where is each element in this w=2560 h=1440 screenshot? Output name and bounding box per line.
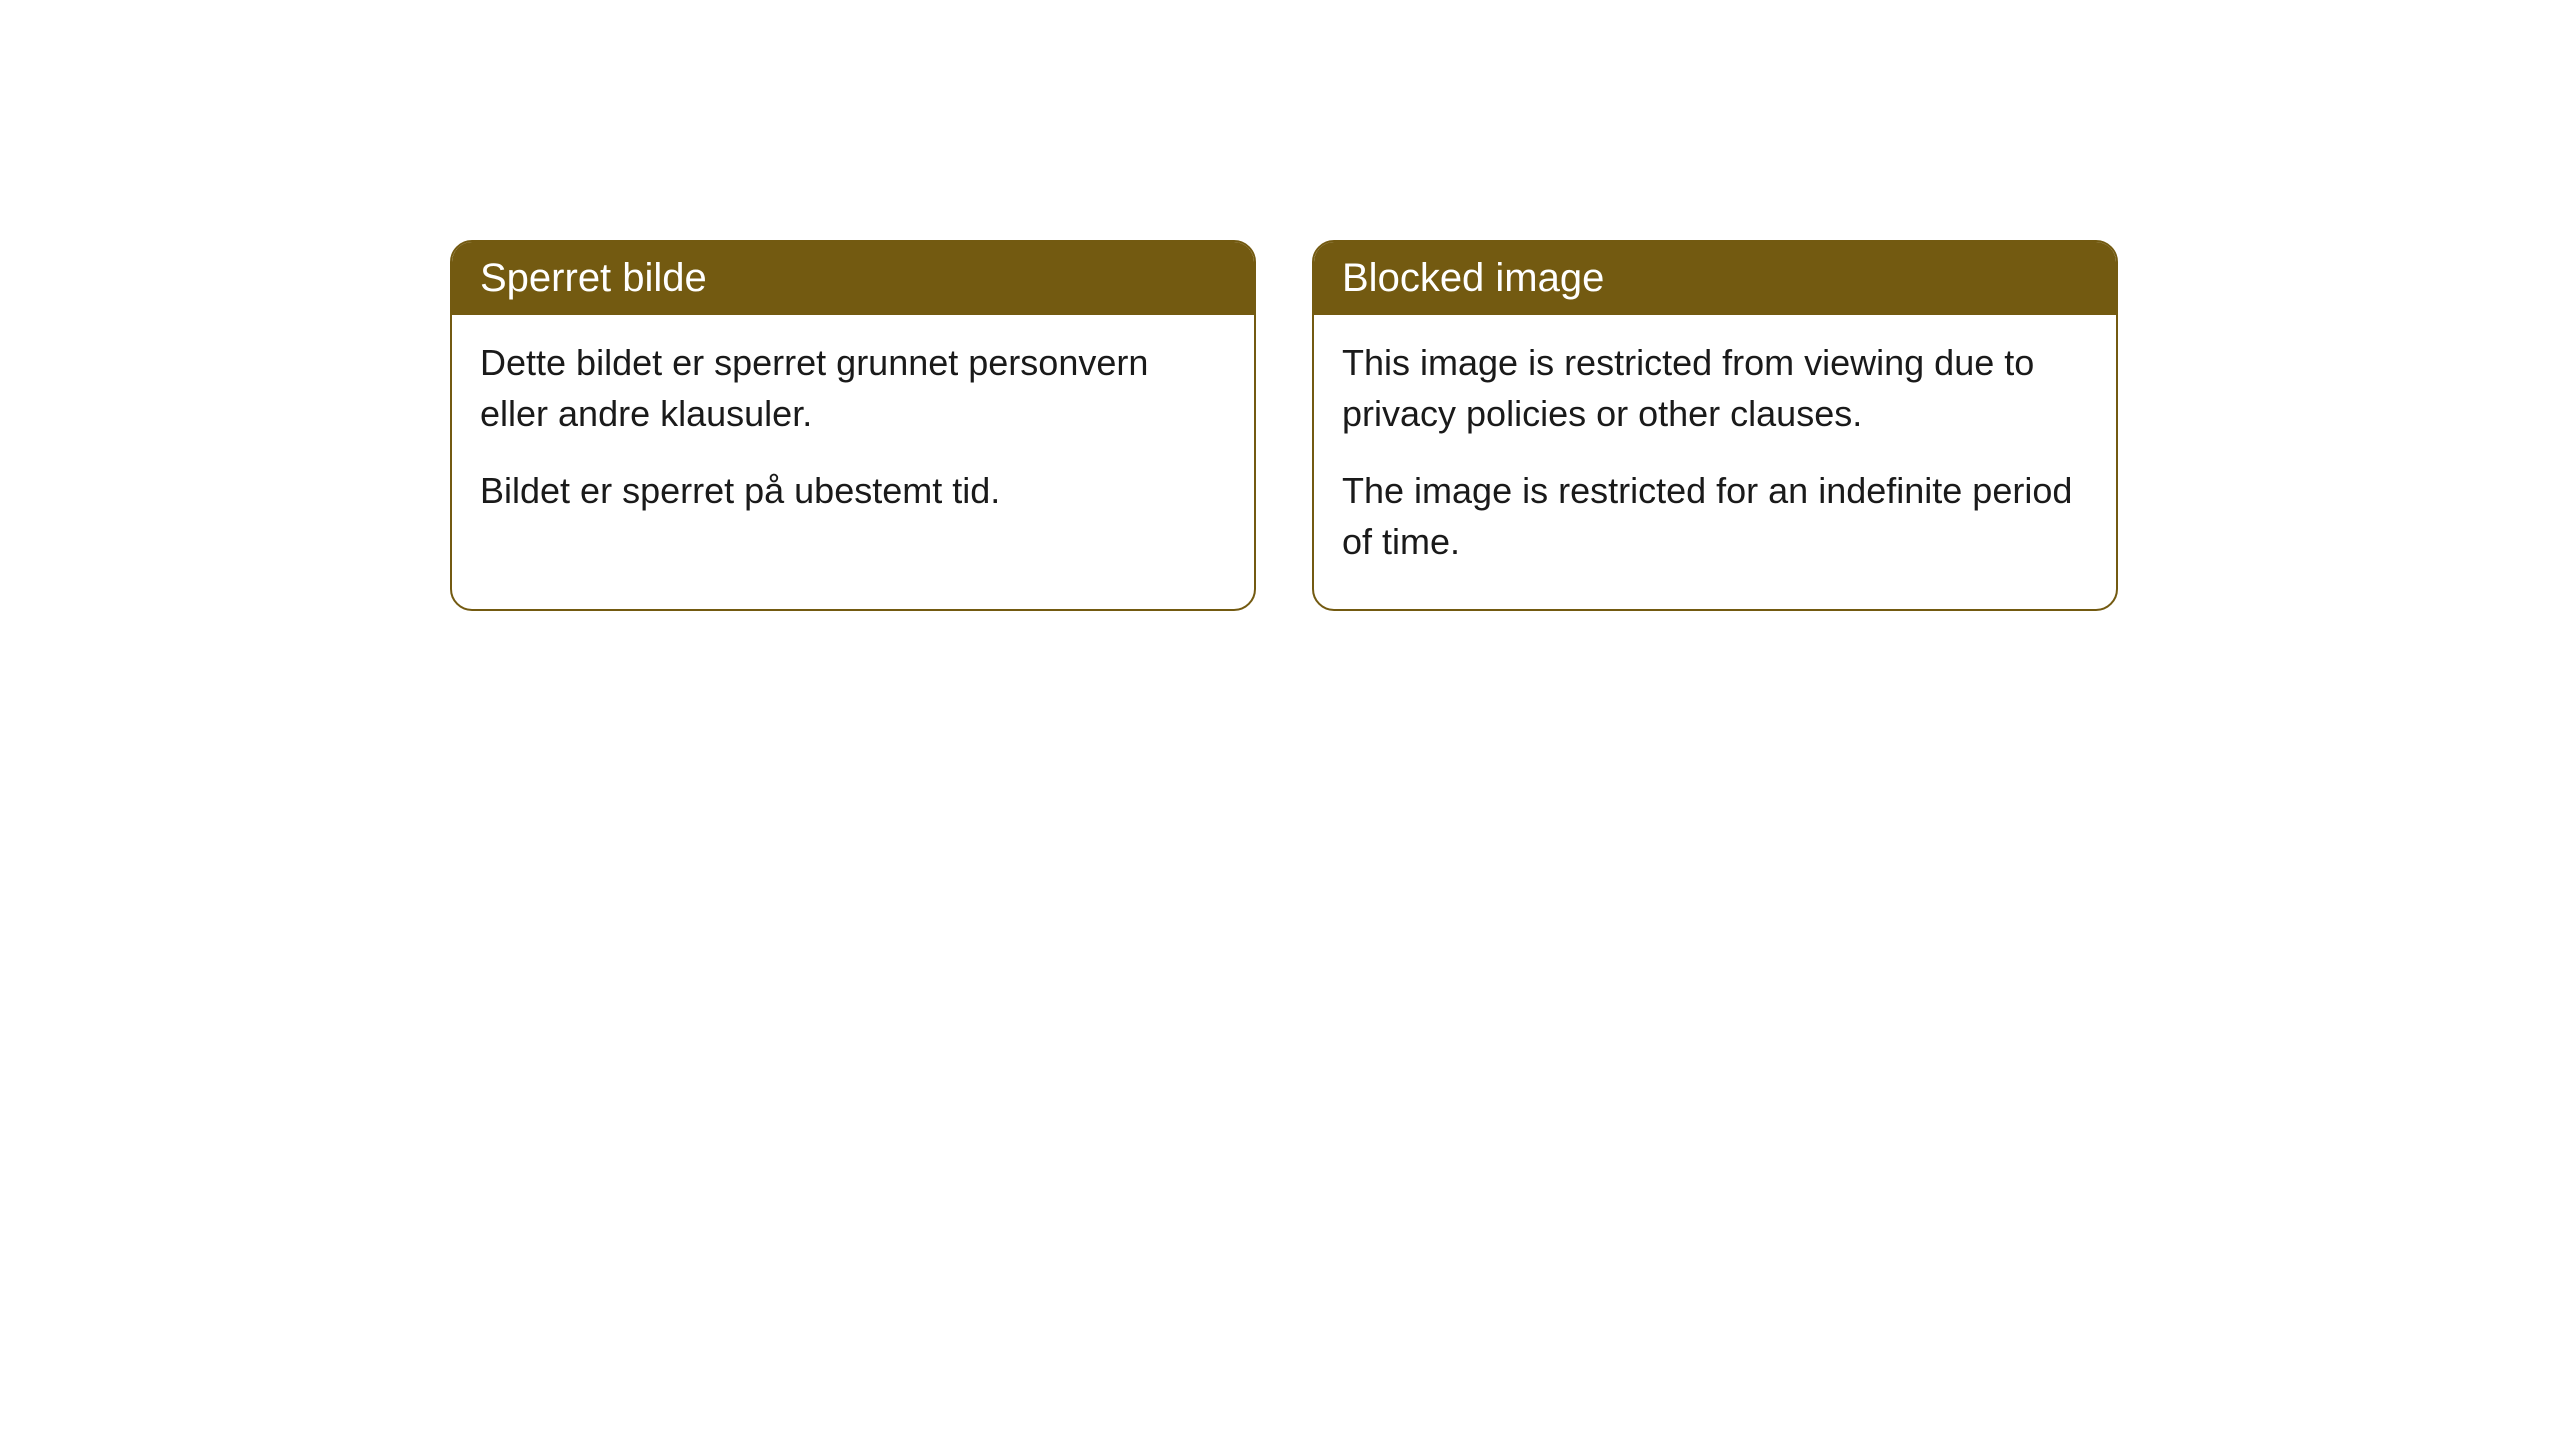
card-header-english: Blocked image: [1314, 242, 2116, 315]
blocked-image-card-norwegian: Sperret bilde Dette bildet er sperret gr…: [450, 240, 1256, 611]
card-title: Sperret bilde: [480, 256, 707, 300]
card-body-norwegian: Dette bildet er sperret grunnet personve…: [452, 315, 1254, 558]
card-text-2: The image is restricted for an indefinit…: [1342, 465, 2088, 567]
card-header-norwegian: Sperret bilde: [452, 242, 1254, 315]
card-text-2: Bildet er sperret på ubestemt tid.: [480, 465, 1226, 516]
card-text-1: This image is restricted from viewing du…: [1342, 337, 2088, 439]
blocked-image-card-english: Blocked image This image is restricted f…: [1312, 240, 2118, 611]
card-body-english: This image is restricted from viewing du…: [1314, 315, 2116, 609]
notice-cards-container: Sperret bilde Dette bildet er sperret gr…: [450, 240, 2560, 611]
card-title: Blocked image: [1342, 256, 1604, 300]
card-text-1: Dette bildet er sperret grunnet personve…: [480, 337, 1226, 439]
